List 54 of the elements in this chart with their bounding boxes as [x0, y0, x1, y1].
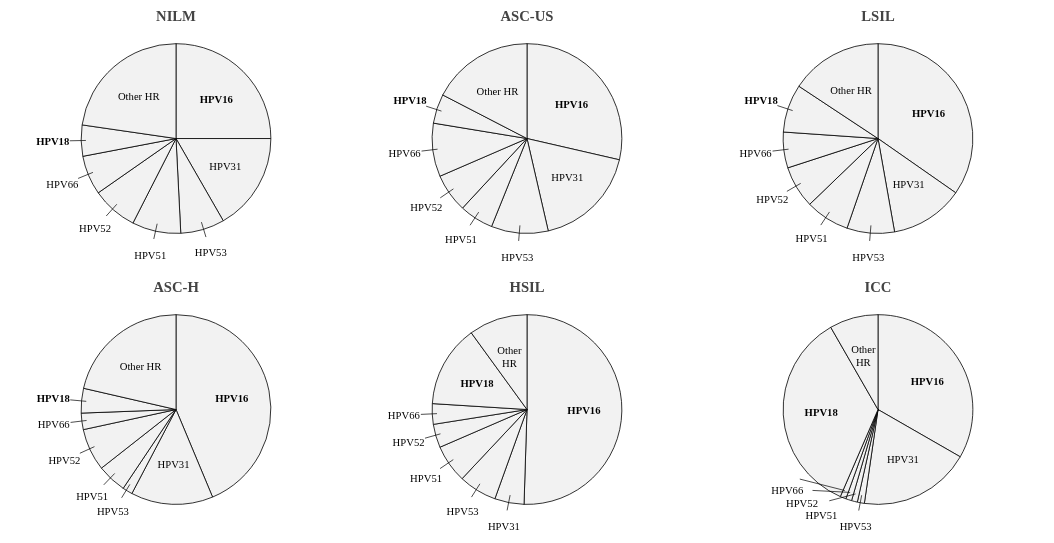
slice-label: Other HR	[830, 84, 873, 96]
slice-label: HPV16	[910, 376, 945, 388]
slice-label: HPV16	[554, 98, 589, 110]
slice-label: Other HR	[117, 91, 161, 103]
slice-label: HPV53	[501, 251, 534, 263]
slice-label: Other HR	[476, 86, 520, 98]
slice-label: Other HR	[119, 360, 163, 372]
slice-label: HPV18	[36, 392, 70, 404]
slice-label: HPV53	[96, 506, 129, 518]
slice-label: HPV31	[551, 171, 584, 183]
slice-label: Other HR	[851, 344, 876, 369]
slice-label: HPV51	[805, 509, 838, 521]
slice-label: HPV18	[36, 135, 70, 147]
slice-label: HPV16	[567, 404, 602, 416]
slice-label: HPV52	[786, 497, 818, 509]
slice-label: HPV51	[444, 233, 477, 245]
slice-label: HPV52	[48, 454, 81, 466]
slice-label: HPV51	[76, 491, 109, 503]
slice-label: HPV31	[892, 179, 925, 191]
slice-label: HPV66	[387, 409, 421, 421]
slice-label: HPV66	[46, 179, 80, 191]
slice-label: HPV52	[756, 194, 789, 206]
slice-label: HPV53	[194, 247, 227, 259]
slice-label: HPV66	[37, 418, 71, 430]
slice-label: HPV66	[739, 147, 773, 159]
slice-label: HPV51	[795, 233, 828, 245]
slice-label: HPV66	[388, 147, 422, 159]
chart-title: ASC-H	[153, 278, 200, 295]
legend-label: HPV66	[771, 484, 804, 496]
chart-title: ICC	[864, 278, 892, 295]
slice-label: HPV53	[852, 251, 885, 263]
chart-title: HSIL	[509, 278, 545, 295]
slice-label: HPV53	[839, 521, 872, 533]
slice-label: HPV18	[804, 407, 838, 419]
slice-label: HPV31	[209, 160, 242, 172]
slice-label: HPV18	[393, 95, 427, 107]
slice-label: HPV31	[886, 453, 919, 465]
slice-label: HPV16	[911, 107, 946, 119]
slice-label: HPV52	[410, 201, 443, 213]
slice-label: HPV51	[134, 249, 167, 261]
chart-title: ASC-US	[500, 7, 554, 24]
slice-label: HPV31	[157, 459, 190, 470]
slice-label: HPV18	[744, 94, 778, 106]
chart-title: LSIL	[861, 7, 895, 24]
slice-label: HPV31	[487, 521, 520, 533]
slice-label: HPV52	[392, 437, 425, 449]
slice-label: HPV16	[215, 393, 250, 405]
slice-label: HPV51	[410, 472, 443, 484]
chart-title: NILM	[156, 7, 197, 24]
slice-label: HPV16	[199, 94, 234, 106]
slice-label: HPV52	[79, 222, 112, 234]
slice-label: HPV18	[460, 377, 494, 389]
slice-label: HPV53	[446, 505, 479, 517]
slice-label: Other HR	[497, 345, 522, 370]
